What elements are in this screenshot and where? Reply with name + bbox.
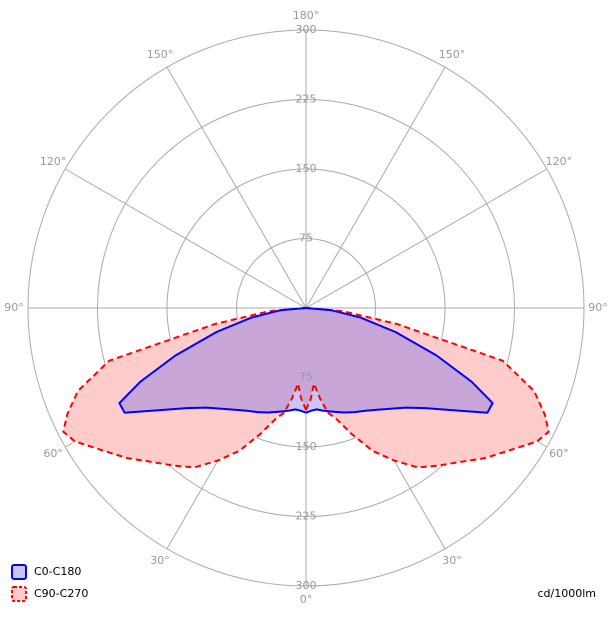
radial-label: 75 — [299, 371, 313, 384]
radial-label: 225 — [296, 93, 317, 106]
series-line — [305, 307, 494, 414]
legend-label: C0-C180 — [34, 565, 81, 578]
grid-ring — [166, 168, 446, 448]
angle-label: 150° — [147, 48, 174, 61]
angle-label: 180° — [293, 9, 320, 22]
radial-label: 300 — [296, 579, 317, 592]
series-area — [306, 308, 493, 413]
angle-label: 120° — [546, 155, 573, 168]
angle-label: 30° — [150, 554, 170, 567]
angle-label: 150° — [439, 48, 466, 61]
angle-label: 120° — [40, 155, 67, 168]
angle-label: 60° — [549, 447, 569, 460]
radial-label: 300 — [296, 23, 317, 36]
series-line — [62, 307, 307, 469]
angle-label: 30° — [442, 554, 462, 567]
legend-swatch — [11, 586, 27, 602]
series-line — [118, 307, 307, 414]
angle-label: 90° — [4, 301, 24, 314]
unit-label: cd/1000lm — [537, 587, 596, 600]
legend-label: C90-C270 — [34, 587, 88, 600]
grid-ring — [27, 29, 585, 587]
radial-label: 225 — [296, 510, 317, 523]
radial-label: 75 — [299, 232, 313, 245]
series-line — [305, 307, 550, 469]
angle-label: 0° — [300, 593, 313, 606]
angle-label: 90° — [588, 301, 608, 314]
legend-swatch — [11, 564, 27, 580]
grid-ring — [97, 99, 515, 517]
series-area — [63, 308, 306, 468]
radial-label: 150 — [296, 162, 317, 175]
radial-label: 150 — [296, 440, 317, 453]
series-area — [119, 308, 307, 413]
series-area — [306, 308, 549, 468]
angle-label: 60° — [43, 447, 63, 460]
